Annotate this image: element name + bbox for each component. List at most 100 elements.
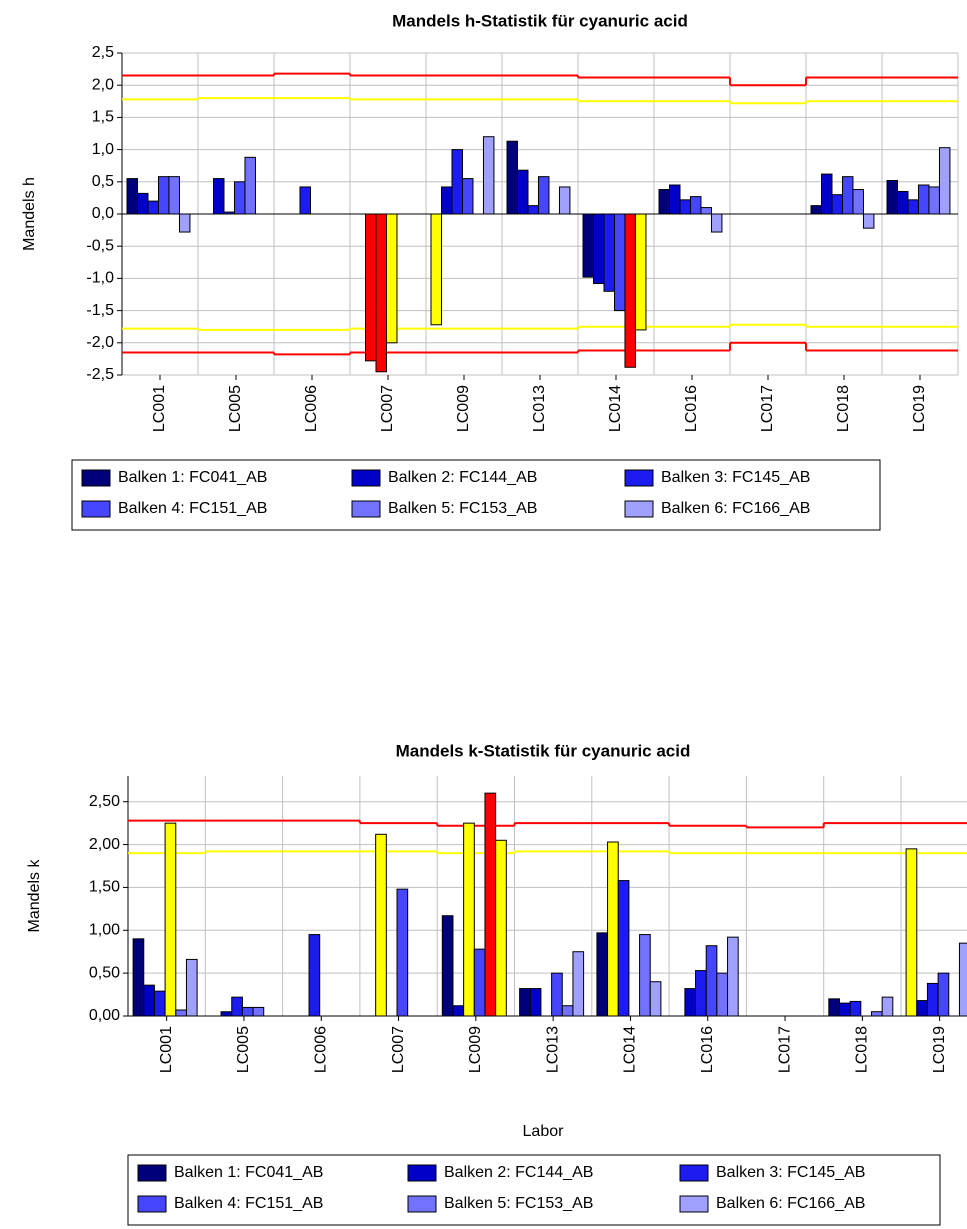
legend-swatch (351, 469, 381, 487)
y-tick-label: 2,5 (92, 44, 114, 61)
x-tick-label: LC009 (467, 1026, 484, 1073)
x-tick-label: LC001 (158, 1026, 175, 1073)
bar (375, 213, 387, 373)
x-tick-label: LC006 (312, 1026, 329, 1073)
y-tick-label: -1,0 (86, 270, 114, 287)
bar (484, 792, 497, 1017)
bar (886, 180, 899, 215)
bar (527, 205, 539, 215)
y-tick-label: -2,5 (86, 366, 114, 383)
y-tick-label: 0,0 (92, 205, 114, 222)
bar (881, 996, 894, 1017)
legend-swatch (351, 500, 381, 518)
bar (649, 981, 662, 1017)
bar (153, 990, 166, 1017)
bar (132, 938, 145, 1017)
bar (928, 186, 940, 215)
x-tick-label: LC018 (835, 385, 852, 432)
legend-label: Balken 6: FC166_AB (716, 1195, 865, 1212)
x-tick-label: LC017 (759, 385, 776, 432)
bar (495, 839, 507, 1017)
bar (430, 213, 443, 326)
bar (375, 833, 387, 1017)
bar (529, 988, 542, 1017)
bar (593, 213, 605, 285)
bar (705, 945, 718, 1017)
y-tick-label: 2,50 (89, 793, 120, 810)
bar (157, 176, 170, 215)
bar (596, 932, 609, 1017)
bar (299, 186, 311, 215)
bar (185, 958, 198, 1017)
y-tick-label: -1,5 (86, 302, 114, 319)
bar (537, 176, 550, 215)
bar (862, 213, 875, 229)
y-tick-label: 2,0 (92, 76, 114, 93)
bar (473, 948, 486, 1017)
legend-label: Balken 2: FC144_AB (444, 1164, 593, 1181)
x-tick-label: LC006 (303, 385, 320, 432)
bar (241, 1006, 254, 1017)
bar (582, 213, 595, 278)
bar (519, 988, 531, 1017)
bar (613, 213, 626, 312)
bar (147, 200, 159, 215)
y-tick-label: 2,00 (89, 836, 120, 853)
x-tick-label: LC014 (622, 1026, 639, 1073)
x-axis-label: Labor (523, 1123, 565, 1140)
chart-title: Mandels k-Statistik für cyanuric acid (396, 741, 691, 760)
legend-box (71, 459, 881, 531)
legend-label: Balken 3: FC145_AB (661, 469, 810, 486)
y-tick-label: -0,5 (86, 237, 114, 254)
legend-swatch (137, 1195, 167, 1213)
bar (385, 213, 398, 344)
y-tick-label: -2,0 (86, 334, 114, 351)
bar (558, 186, 571, 215)
bar (137, 192, 149, 215)
bar (233, 181, 246, 215)
legend-label: Balken 6: FC166_AB (661, 500, 810, 517)
y-tick-label: 1,0 (92, 141, 114, 158)
y-axis-label: Mandels k (26, 859, 43, 933)
bar (852, 189, 864, 215)
x-tick-label: LC007 (379, 385, 396, 432)
bar (634, 213, 647, 331)
bar (679, 199, 691, 215)
bar (917, 184, 930, 215)
x-tick-label: LC017 (776, 1026, 793, 1073)
x-tick-label: LC013 (544, 1026, 561, 1073)
x-tick-label: LC019 (931, 1026, 948, 1073)
bar (551, 972, 563, 1017)
legend-swatch (679, 1164, 709, 1182)
bar (849, 1000, 862, 1017)
legend-box (127, 1154, 941, 1226)
bar (482, 136, 495, 215)
bar (461, 178, 474, 215)
legend-swatch (624, 500, 654, 518)
bar (617, 880, 630, 1017)
bar (669, 184, 681, 215)
bar (695, 970, 707, 1017)
legend-swatch (407, 1164, 437, 1182)
x-tick-label: LC019 (911, 385, 928, 432)
bar (252, 1006, 265, 1017)
legend-label: Balken 1: FC041_AB (118, 469, 267, 486)
y-tick-label: 1,50 (89, 879, 120, 896)
x-tick-label: LC018 (854, 1026, 871, 1073)
chart-title: Mandels h-Statistik für cyanuric acid (392, 11, 688, 30)
bar (838, 1002, 851, 1017)
bar (308, 934, 321, 1017)
y-axis-label: Mandels h (21, 177, 38, 251)
bar (905, 848, 918, 1017)
bar (365, 213, 377, 362)
legend-label: Balken 5: FC153_AB (388, 500, 537, 517)
bar (710, 213, 723, 233)
legend-swatch (624, 469, 654, 487)
bar (126, 178, 139, 215)
bar (607, 841, 619, 1017)
legend-label: Balken 5: FC153_AB (444, 1195, 593, 1212)
bar (907, 199, 919, 215)
bar (658, 189, 671, 215)
bar (463, 822, 475, 1017)
